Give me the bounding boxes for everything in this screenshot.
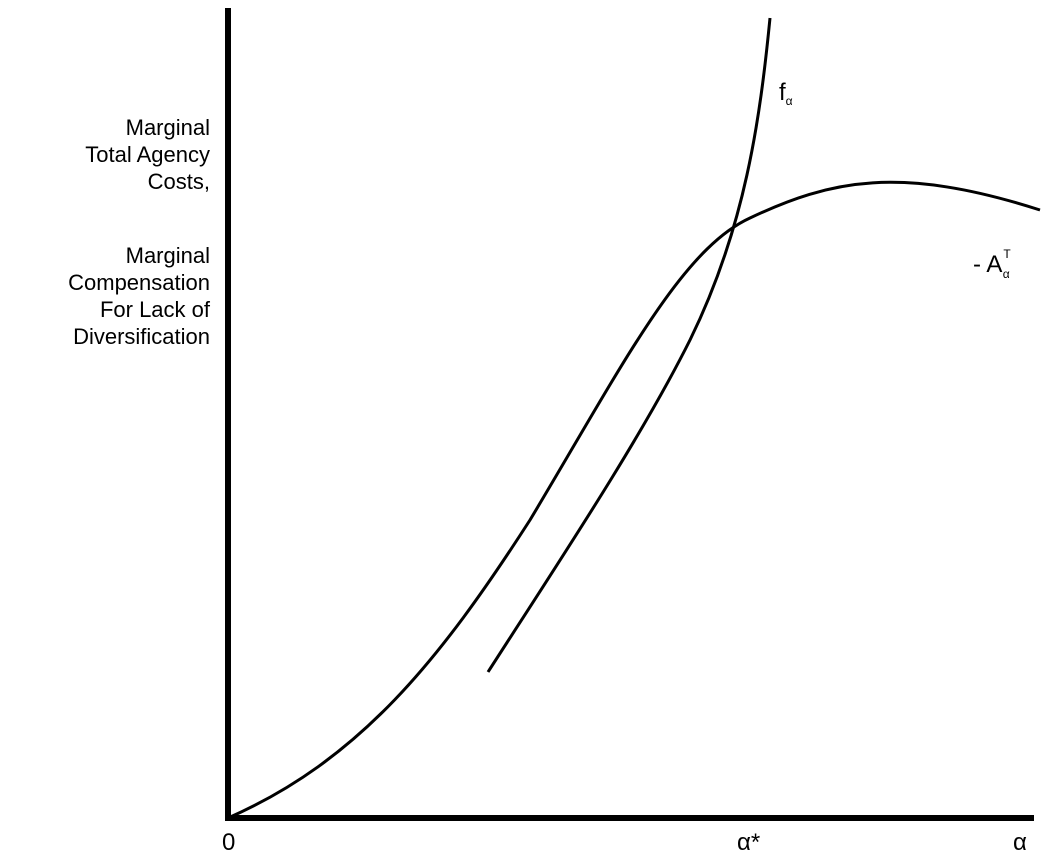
f-curve-label: fα (779, 79, 793, 108)
y-label-line: Diversification (73, 324, 210, 349)
alpha-axis-label: α (1013, 829, 1027, 856)
y-label-line: Marginal (125, 243, 210, 268)
agency-curve-label: - AT α (973, 247, 1011, 281)
y-label-line: Total Agency (85, 142, 210, 167)
y-label-line: Costs, (147, 169, 210, 194)
y-label-line: For Lack of (99, 297, 210, 322)
y-axis-label-agency-costs: Marginal Total Agency Costs, (85, 114, 210, 195)
origin-label: 0 (222, 829, 236, 856)
alpha-star-label: α* (737, 829, 761, 856)
y-axis-label-compensation: Marginal Compensation For Lack of Divers… (68, 242, 210, 350)
y-label-line: Compensation (68, 270, 210, 295)
agency-cost-curve (227, 180, 1041, 820)
y-label-line: Marginal (125, 115, 210, 140)
compensation-curve (486, 17, 772, 673)
